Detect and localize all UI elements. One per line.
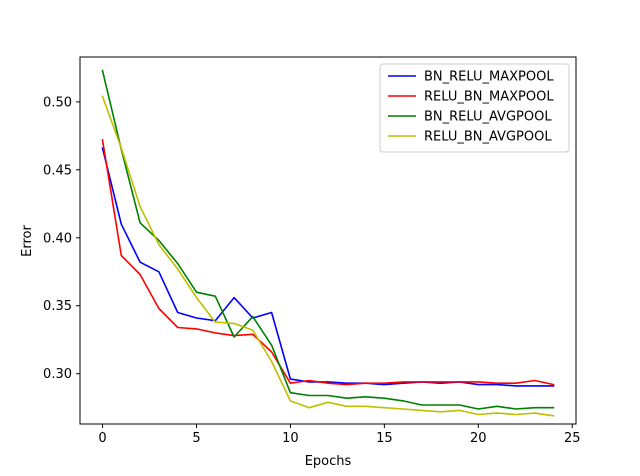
x-axis-label: Epochs — [305, 454, 352, 469]
x-tick-label: 20 — [470, 431, 487, 446]
x-tick-label: 5 — [192, 431, 200, 446]
y-tick-label: 0.45 — [43, 163, 72, 178]
series-line-bn-relu-avgpool — [101, 69, 555, 410]
y-tick-label: 0.35 — [43, 299, 72, 314]
x-tick-label: 25 — [564, 431, 581, 446]
series-line-relu-bn-maxpool — [101, 138, 555, 386]
plot-frame — [79, 56, 577, 425]
x-tick-label: 10 — [282, 431, 299, 446]
legend-label-relu-bn-avgpool: RELU_BN_AVGPOOL — [424, 130, 552, 145]
y-tick-label: 0.50 — [43, 95, 72, 110]
legend-box — [379, 63, 570, 153]
legend: BN_RELU_MAXPOOL RELU_BN_MAXPOOL BN_RELU_AV… — [379, 63, 570, 153]
y-axis-label: Error — [20, 225, 35, 257]
legend-label-relu-bn-maxpool: RELU_BN_MAXPOOL — [424, 90, 554, 105]
x-tick-label: 0 — [98, 431, 106, 446]
ticks-layer: 0 5 10 15 20 25 0.30 0.35 0.40 0.45 0.50 — [43, 95, 580, 446]
series-line-relu-bn-avgpool — [101, 95, 555, 417]
series-layer — [101, 69, 555, 417]
legend-label-bn-relu-avgpool: BN_RELU_AVGPOOL — [424, 110, 552, 125]
x-tick-label: 15 — [376, 431, 393, 446]
legend-label-bn-relu-maxpool: BN_RELU_MAXPOOL — [424, 70, 554, 85]
series-line-bn-relu-maxpool — [101, 147, 555, 387]
y-tick-label: 0.30 — [43, 367, 72, 382]
y-tick-label: 0.40 — [43, 231, 72, 246]
